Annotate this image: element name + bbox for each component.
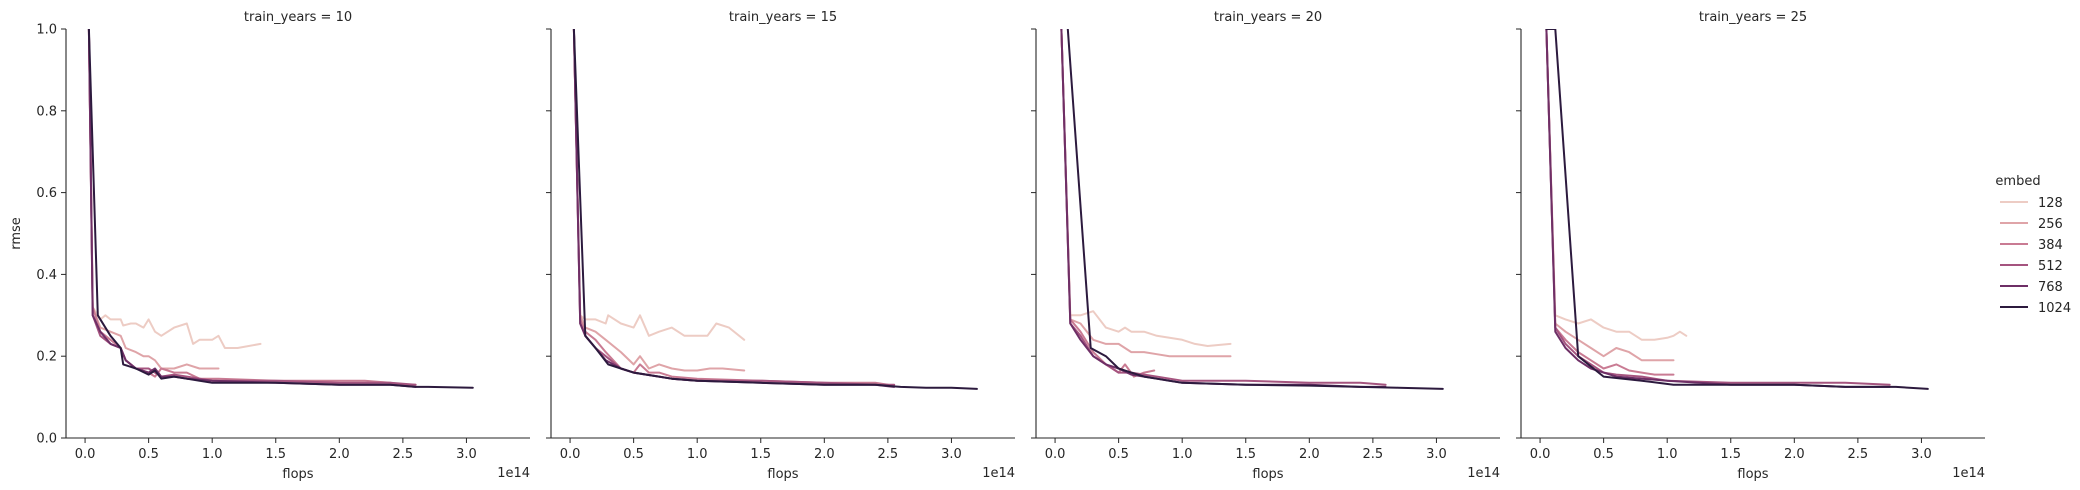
series-line-embed-128 (87, 29, 262, 349)
series-line-embed-128 (572, 29, 746, 341)
facet-panel-4: train_years = 25 0.0 0.5 1.0 1.5 2.0 2.5 3.0 flo… (1516, 10, 1985, 482)
y-axis-label: rmse (9, 217, 24, 250)
series-line-embed-1024 (1066, 29, 1444, 390)
series-line-embed-384 (1545, 29, 1675, 376)
x-tick-label: 2.0 (1784, 447, 1805, 462)
x-tick-label: 0.5 (1593, 447, 1614, 462)
facet-panel-1: train_years = 10 0.0 0.5 1.0 1.5 2.0 2.5 3.0 0.0… (36, 10, 530, 482)
x-tick-label: 2.5 (393, 447, 414, 462)
x-tick-label: 0.0 (560, 447, 581, 462)
x-offset-label: 1e14 (982, 466, 1015, 481)
series-lines (1060, 29, 1444, 390)
series-line-embed-384 (572, 29, 889, 386)
x-axis-label: flops (767, 467, 798, 482)
x-tick-label: 0.5 (623, 447, 644, 462)
legend-item-256: 256 (2000, 217, 2063, 232)
series-line-embed-128 (1060, 29, 1232, 347)
x-tick-label: 2.0 (814, 447, 835, 462)
series-line-embed-128 (1545, 29, 1688, 341)
x-axis-label: flops (1737, 467, 1768, 482)
series-line-embed-768 (87, 29, 417, 388)
y-tick-label: 0.2 (36, 350, 57, 365)
x-tick-label: 1.5 (1235, 447, 1256, 462)
x-tick-label: 3.0 (1911, 447, 1932, 462)
series-line-embed-768 (1060, 29, 1387, 388)
x-tick-label: 0.5 (1108, 447, 1129, 462)
panel-title: train_years = 20 (1214, 10, 1322, 25)
y-tick-label: 0.6 (36, 186, 57, 201)
legend-label: 256 (2038, 217, 2063, 232)
series-line-embed-384 (1060, 29, 1156, 378)
legend-item-384: 384 (2000, 238, 2063, 253)
legend-item-768: 768 (2000, 280, 2063, 295)
panel-title: train_years = 25 (1699, 10, 1807, 25)
series-line-embed-768 (572, 29, 896, 388)
x-tick-label: 1.5 (1720, 447, 1741, 462)
x-tick-label: 1.5 (750, 447, 771, 462)
series-lines (1545, 29, 1929, 390)
series-lines (87, 29, 474, 389)
series-line-embed-768 (1545, 29, 1891, 388)
x-axis-label: flops (1252, 467, 1283, 482)
legend-item-1024: 1024 (2000, 301, 2071, 316)
x-tick-label: 0.0 (75, 447, 96, 462)
series-line-embed-256 (87, 29, 220, 370)
series-line-embed-1024 (87, 29, 474, 389)
panel-title: train_years = 15 (729, 10, 837, 25)
legend-label: 768 (2038, 280, 2063, 295)
x-tick-label: 0.5 (138, 447, 159, 462)
x-offset-label: 1e14 (497, 466, 530, 481)
legend-title: embed (1995, 174, 2040, 189)
series-line-embed-512 (87, 29, 417, 386)
x-tick-label: 1.5 (265, 447, 286, 462)
x-tick-label: 3.0 (941, 447, 962, 462)
legend-label: 1024 (2038, 301, 2071, 316)
x-tick-label: 2.0 (329, 447, 350, 462)
facet-panel-2: train_years = 15 0.0 0.5 1.0 1.5 2.0 2.5 3.0 flo… (546, 10, 1015, 482)
series-line-embed-1024 (572, 29, 978, 390)
y-tick-label: 0.8 (36, 104, 57, 119)
legend-label: 384 (2038, 238, 2063, 253)
x-tick-label: 0.0 (1530, 447, 1551, 462)
series-line-embed-512 (1060, 29, 1387, 386)
x-tick-label: 2.0 (1299, 447, 1320, 462)
series-line-embed-256 (572, 29, 746, 372)
x-tick-label: 2.5 (878, 447, 899, 462)
x-offset-label: 1e14 (1467, 466, 1500, 481)
x-offset-label: 1e14 (1952, 466, 1985, 481)
x-tick-label: 3.0 (456, 447, 477, 462)
x-tick-label: 2.5 (1848, 447, 1869, 462)
series-line-embed-384 (87, 29, 417, 386)
legend-item-512: 512 (2000, 259, 2063, 274)
series-line-embed-256 (1545, 29, 1675, 362)
y-tick-label: 0.4 (36, 268, 57, 283)
series-line-embed-256 (1060, 29, 1232, 358)
series-lines (572, 29, 978, 390)
series-line-embed-1024 (1545, 29, 1929, 390)
x-axis-label: flops (282, 467, 313, 482)
series-line-embed-512 (1545, 29, 1891, 386)
x-tick-label: 1.0 (1657, 447, 1678, 462)
x-tick-label: 2.5 (1363, 447, 1384, 462)
panel-title: train_years = 10 (244, 10, 352, 25)
x-tick-label: 1.0 (202, 447, 223, 462)
y-tick-label: 0.0 (36, 432, 57, 447)
legend-item-128: 128 (2000, 196, 2063, 211)
y-tick-label: 1.0 (36, 23, 57, 38)
legend-label: 512 (2038, 259, 2063, 274)
legend: embed 128 256 384 512 768 1024 (1995, 174, 2071, 316)
x-tick-label: 0.0 (1045, 447, 1066, 462)
x-tick-label: 1.0 (1172, 447, 1193, 462)
facet-panel-3: train_years = 20 0.0 0.5 1.0 1.5 2.0 2.5 3.0 flo… (1031, 10, 1500, 482)
x-tick-label: 1.0 (687, 447, 708, 462)
x-tick-label: 3.0 (1426, 447, 1447, 462)
legend-label: 128 (2038, 196, 2063, 211)
